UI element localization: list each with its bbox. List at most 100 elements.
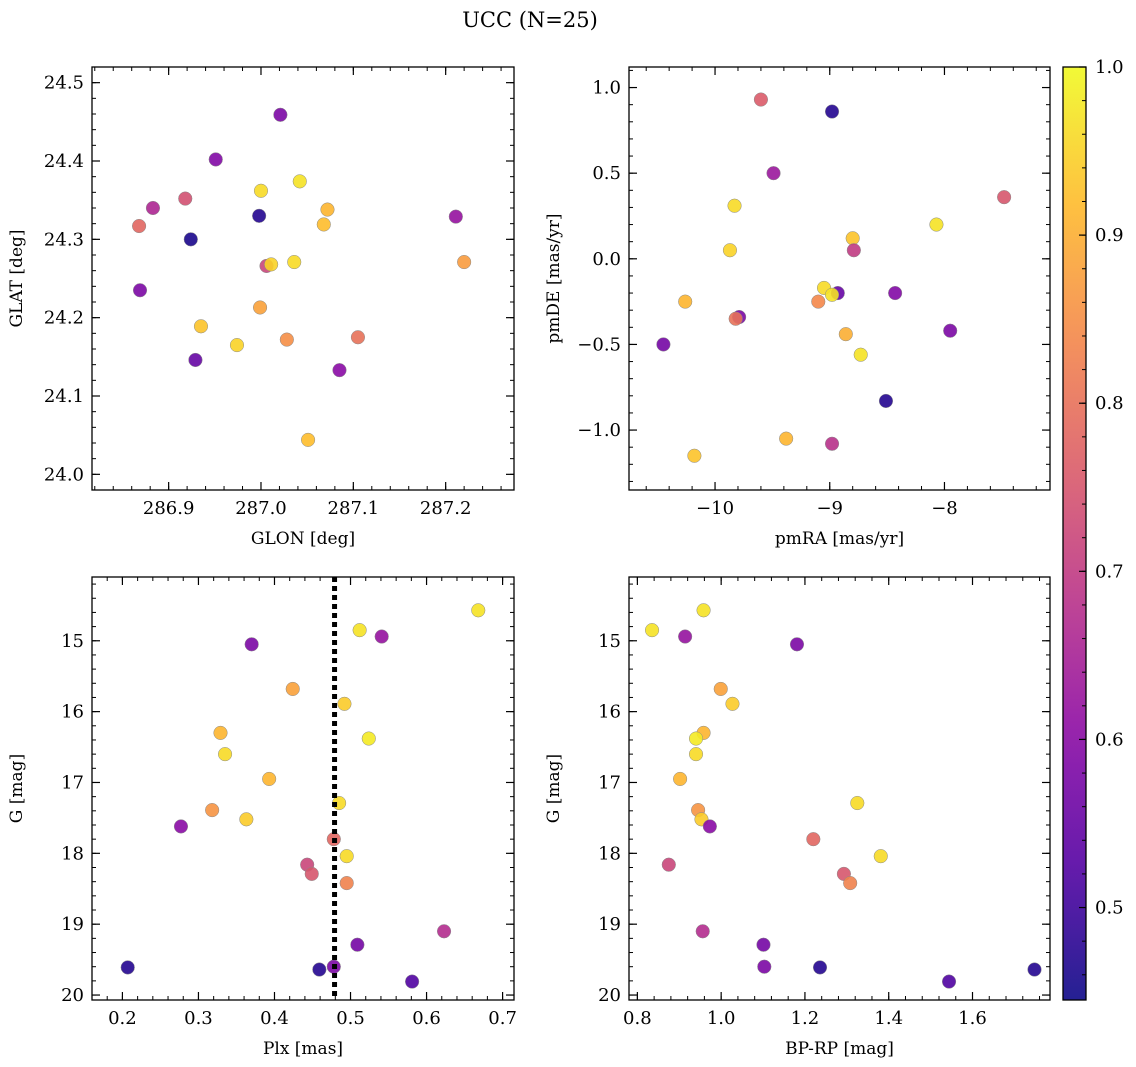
colorbar-tick-label: 1.0 xyxy=(1095,57,1124,78)
x-tick-label: 1.4 xyxy=(874,1008,903,1029)
y-tick-label: −0.5 xyxy=(577,334,621,355)
scatter-point xyxy=(661,857,676,872)
scatter-point xyxy=(702,819,717,834)
x-tick-label: 0.8 xyxy=(623,1008,652,1029)
scatter-point xyxy=(448,209,463,224)
scatter-point xyxy=(811,294,826,309)
scatter-point xyxy=(193,319,209,334)
y-tick-label: −1.0 xyxy=(577,420,621,441)
x-tick-label: 0.5 xyxy=(336,1008,365,1029)
scatter-point xyxy=(878,393,894,408)
y-axis-label: G [mag] xyxy=(544,754,564,823)
x-tick-label: 0.4 xyxy=(260,1008,289,1029)
subplot-3: 0.2 0.3 0.4 0.5 0.6 0.7 15 16 17 18 19 20 Plx [mas] G… xyxy=(7,576,517,1059)
x-tick-label: 287.0 xyxy=(235,498,287,519)
scatter-point xyxy=(273,107,288,122)
scatter-point xyxy=(312,962,327,977)
y-tick-label: 24.4 xyxy=(44,151,84,172)
scatter-point xyxy=(997,190,1012,205)
y-tick-label: 19 xyxy=(61,914,84,935)
scatter-point xyxy=(145,200,160,216)
colorbar-tick-label: 0.7 xyxy=(1095,561,1124,582)
y-tick-label: 20 xyxy=(61,985,84,1006)
y-tick-label: 20 xyxy=(598,985,621,1006)
scatter-point xyxy=(696,603,711,618)
scatter-point xyxy=(350,330,365,345)
scatter-point xyxy=(725,696,740,711)
scatter-points xyxy=(120,603,486,989)
colorbar-tick-label: 0.6 xyxy=(1095,729,1124,750)
y-tick-label: 16 xyxy=(61,702,84,723)
scatter-point xyxy=(301,432,316,447)
subplot-4: 0.8 1.0 1.2 1.4 1.6 15 16 17 18 19 20 BP-RP [mag] G … xyxy=(544,576,1051,1059)
scatter-point xyxy=(132,283,148,298)
y-tick-label: 15 xyxy=(598,631,621,652)
scatter-point xyxy=(656,337,671,352)
scatter-point xyxy=(943,323,958,338)
x-tick-label: 287.2 xyxy=(420,498,472,519)
x-tick-label: 0.2 xyxy=(108,1008,137,1029)
x-axis-label: pmRA [mas/yr] xyxy=(775,529,904,549)
y-tick-label: 0.5 xyxy=(592,163,621,184)
scatter-points xyxy=(132,107,472,447)
scatter-point xyxy=(339,876,354,891)
y-tick-label: 16 xyxy=(598,702,621,723)
x-tick-label: 0.7 xyxy=(488,1008,517,1029)
y-tick-label: 0.0 xyxy=(592,249,621,270)
scatter-point xyxy=(678,294,693,309)
axes-frame xyxy=(628,576,1051,1001)
y-tick-label: 18 xyxy=(61,843,84,864)
scatter-point xyxy=(838,327,853,342)
y-tick-label: 19 xyxy=(598,914,621,935)
y-tick-label: 24.2 xyxy=(44,308,84,329)
scatter-point xyxy=(728,311,743,326)
scatter-point xyxy=(350,937,365,952)
scatter-point xyxy=(888,286,903,301)
scatter-point xyxy=(779,431,794,446)
scatter-point xyxy=(695,924,710,939)
y-tick-label: 24.3 xyxy=(44,229,84,250)
scatter-point xyxy=(929,217,944,232)
scatter-point xyxy=(806,832,821,847)
y-axis-label: GLAT [deg] xyxy=(7,229,27,327)
scatter-point xyxy=(320,202,335,217)
scatter-point xyxy=(132,218,147,234)
scatter-point xyxy=(1027,962,1042,977)
y-tick-label: 15 xyxy=(61,631,84,652)
scatter-point xyxy=(279,332,294,347)
colorbar-tick-label: 0.9 xyxy=(1095,225,1124,246)
x-tick-label: 1.6 xyxy=(958,1008,987,1029)
scatter-point xyxy=(687,448,702,463)
scatter-point xyxy=(218,747,233,762)
x-axis-label: BP-RP [mag] xyxy=(785,1039,894,1059)
subplots-group: 286.9 287.0 287.1 287.2 24.0 24.1 24.2 24.3 24.4… xyxy=(7,66,1051,1059)
scatter-point xyxy=(812,960,828,975)
scatter-point xyxy=(753,92,768,107)
scatter-point xyxy=(173,819,189,834)
scatter-point xyxy=(824,287,840,302)
scatter-point xyxy=(824,104,840,119)
colorbar-tick-label: 0.5 xyxy=(1095,898,1124,919)
colorbar-gradient xyxy=(1063,67,1086,1000)
y-tick-label: 1.0 xyxy=(592,78,621,99)
x-axis-label: Plx [mas] xyxy=(263,1039,343,1059)
x-tick-label: 1.0 xyxy=(707,1008,736,1029)
scatter-point xyxy=(789,637,805,652)
scatter-point xyxy=(843,876,858,891)
scatter-point xyxy=(205,803,220,818)
axes-frame xyxy=(628,66,1051,491)
scatter-point xyxy=(756,937,771,952)
scatter-point xyxy=(285,681,300,696)
scatter-point xyxy=(229,338,245,353)
scatter-point xyxy=(688,731,704,746)
scatter-point xyxy=(374,629,389,644)
scatter-point xyxy=(678,629,693,644)
scatter-point xyxy=(120,960,135,975)
scatter-point xyxy=(292,174,307,189)
y-tick-label: 24.1 xyxy=(44,386,84,407)
axes-frame xyxy=(91,66,515,491)
x-tick-label: 0.3 xyxy=(184,1008,213,1029)
scatter-point xyxy=(352,623,367,638)
scatter-point xyxy=(757,959,772,974)
